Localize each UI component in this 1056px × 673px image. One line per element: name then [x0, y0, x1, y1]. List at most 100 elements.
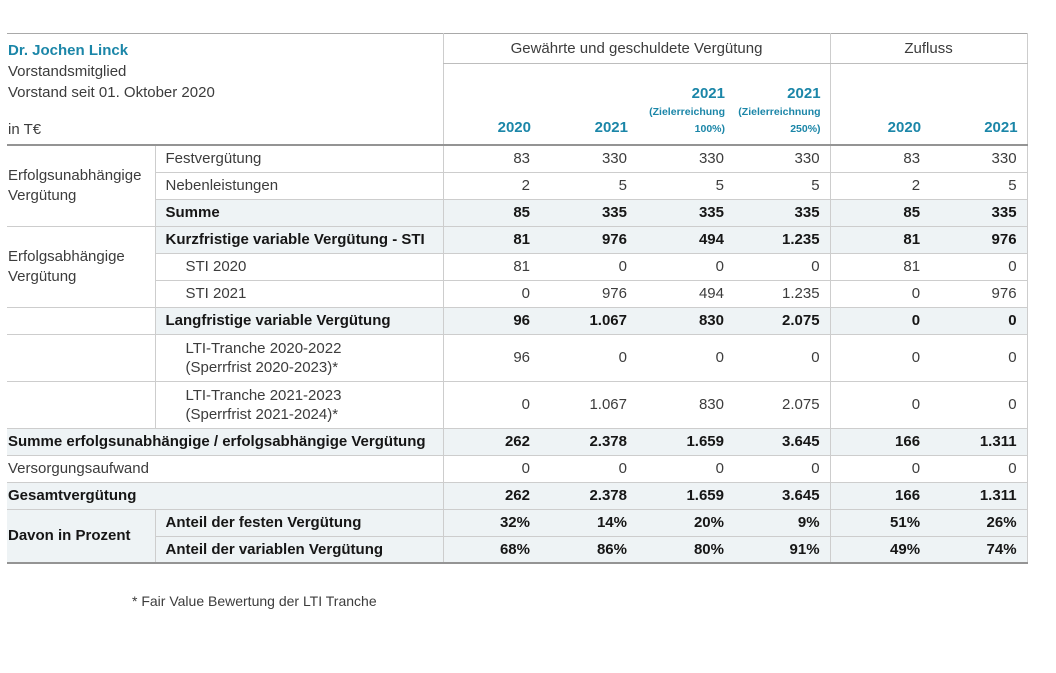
- person-name: Dr. Jochen Linck: [8, 42, 129, 59]
- table-row: LTI-Tranche 2021-2023 (Sperrfrist 2021-20…: [7, 381, 1028, 429]
- value-cell: 2.075: [734, 307, 831, 335]
- table-body: Erfolgsunabhängige Vergütung Festvergütun…: [7, 145, 1028, 564]
- value-cell: 81: [442, 253, 540, 281]
- table-row: Erfolgsunabhängige Vergütung Festvergütun…: [7, 145, 1028, 227]
- value-cell: 494: [637, 280, 734, 308]
- value-cell: 2.075: [734, 381, 831, 429]
- value-cell: 0: [442, 381, 540, 429]
- value-cell: 83: [442, 145, 540, 173]
- value-cell: 81: [829, 253, 931, 281]
- value-cell: 335: [637, 199, 734, 227]
- table-row: Summe erfolgsunabhängige / erfolgsabhäng…: [7, 428, 1028, 456]
- row-label: LTI-Tranche 2020-2022 (Sperrfrist 2020-20…: [154, 334, 443, 382]
- table-row: LTI-Tranche 2020-2022 (Sperrfrist 2020-20…: [7, 334, 1028, 382]
- value-cell: 976: [930, 226, 1028, 254]
- year-header-row: 2020 2021 2021 (Zielerreichung 100%) 202…: [7, 63, 1028, 146]
- spacer: [8, 103, 443, 121]
- table-row: STI 2021 0 976 494 1.235 0 976: [7, 280, 1028, 308]
- value-cell: 2: [829, 172, 931, 200]
- value-cell: 494: [637, 226, 734, 254]
- value-cell: 3.645: [734, 482, 831, 510]
- value-cell: 2.378: [540, 428, 637, 456]
- value-cell: 0: [442, 455, 540, 483]
- value-cell: 0: [637, 253, 734, 281]
- value-cell: 0: [930, 455, 1028, 483]
- value-cell: 51%: [829, 509, 931, 537]
- unit-label: in T€: [8, 121, 42, 138]
- value-cell: 1.235: [734, 280, 831, 308]
- column-group-gewaehrte: Gewährte und geschuldete Vergütung: [442, 33, 831, 64]
- value-cell: 14%: [540, 509, 637, 537]
- row-label: STI 2020: [154, 253, 443, 281]
- value-cell: 0: [829, 381, 931, 429]
- table-row: Summe 85 335 335 335 85 335: [7, 199, 1028, 227]
- value-cell: 68%: [442, 536, 540, 564]
- value-cell: 0: [540, 455, 637, 483]
- row-label: Kurzfristige variable Vergütung - STI: [154, 226, 443, 254]
- value-cell: 26%: [930, 509, 1028, 537]
- value-cell: 5: [637, 172, 734, 200]
- value-cell: 166: [829, 482, 931, 510]
- value-cell: 1.067: [540, 381, 637, 429]
- value-cell: 2: [442, 172, 540, 200]
- value-cell: 976: [540, 280, 637, 308]
- table-row: Langfristige variable Vergütung 96 1.067 83…: [7, 307, 1028, 335]
- table-row: Nebenleistungen 2 5 5 5 2 5: [7, 172, 1028, 200]
- value-cell: 1.659: [637, 428, 734, 456]
- value-cell: 1.311: [930, 428, 1028, 456]
- value-cell: 0: [734, 334, 831, 382]
- value-cell: 830: [637, 381, 734, 429]
- value-cell: 976: [930, 280, 1028, 308]
- value-cell: 0: [829, 334, 931, 382]
- header-group-row: Dr. Jochen Linck Vorstandsmitglied Vorst…: [7, 33, 1028, 146]
- year-column-header: 2021 (Zielerreichnung 250%): [734, 63, 831, 146]
- value-cell: 330: [930, 145, 1028, 173]
- value-cell: 74%: [930, 536, 1028, 564]
- value-cell: 0: [540, 253, 637, 281]
- value-cell: 330: [637, 145, 734, 173]
- value-cell: 330: [734, 145, 831, 173]
- table-row: Davon in Prozent Anteil der festen Vergüt…: [7, 509, 1028, 564]
- value-cell: 0: [930, 334, 1028, 382]
- person-tenure: Vorstand seit 01. Oktober 2020: [8, 84, 215, 101]
- table-row: Anteil der variablen Vergütung 68% 86% 80% 9…: [7, 536, 1028, 564]
- value-cell: 0: [637, 334, 734, 382]
- value-cell: 1.067: [540, 307, 637, 335]
- value-cell: 3.645: [734, 428, 831, 456]
- value-cell: 0: [734, 253, 831, 281]
- value-cell: 262: [442, 428, 540, 456]
- value-cell: 0: [734, 455, 831, 483]
- value-cell: 91%: [734, 536, 831, 564]
- value-cell: 86%: [540, 536, 637, 564]
- row-label: Festvergütung: [154, 145, 443, 173]
- value-cell: 0: [829, 307, 931, 335]
- value-cell: 0: [442, 280, 540, 308]
- row-group-label: [7, 381, 156, 429]
- value-cell: 96: [442, 307, 540, 335]
- value-cell: 5: [540, 172, 637, 200]
- value-cell: 830: [637, 307, 734, 335]
- row-label: Langfristige variable Vergütung: [154, 307, 443, 335]
- value-cell: 262: [442, 482, 540, 510]
- value-cell: 81: [442, 226, 540, 254]
- year-column-header: 2021: [930, 63, 1028, 146]
- year-column-header: 2020: [829, 63, 931, 146]
- value-cell: 0: [540, 334, 637, 382]
- value-cell: 49%: [829, 536, 931, 564]
- value-cell: 335: [734, 199, 831, 227]
- row-group-label: Erfolgsunabhängige Vergütung: [7, 145, 156, 227]
- value-cell: 81: [829, 226, 931, 254]
- row-label: Summe erfolgsunabhängige / erfolgsabhäng…: [7, 428, 443, 456]
- value-cell: 0: [930, 307, 1028, 335]
- compensation-table: Dr. Jochen Linck Vorstandsmitglied Vorst…: [7, 33, 1028, 564]
- value-cell: 80%: [637, 536, 734, 564]
- value-cell: 976: [540, 226, 637, 254]
- value-cell: 20%: [637, 509, 734, 537]
- footnote: * Fair Value Bewertung der LTI Tranche: [132, 593, 377, 609]
- row-label: Anteil der festen Vergütung: [154, 509, 443, 537]
- row-group-label: Erfolgsabhängige Vergütung: [7, 226, 156, 308]
- row-group-label: Davon in Prozent: [7, 509, 156, 564]
- table-row: Versorgungsaufwand 0 0 0 0 0 0: [7, 455, 1028, 483]
- value-cell: 2.378: [540, 482, 637, 510]
- value-cell: 0: [930, 381, 1028, 429]
